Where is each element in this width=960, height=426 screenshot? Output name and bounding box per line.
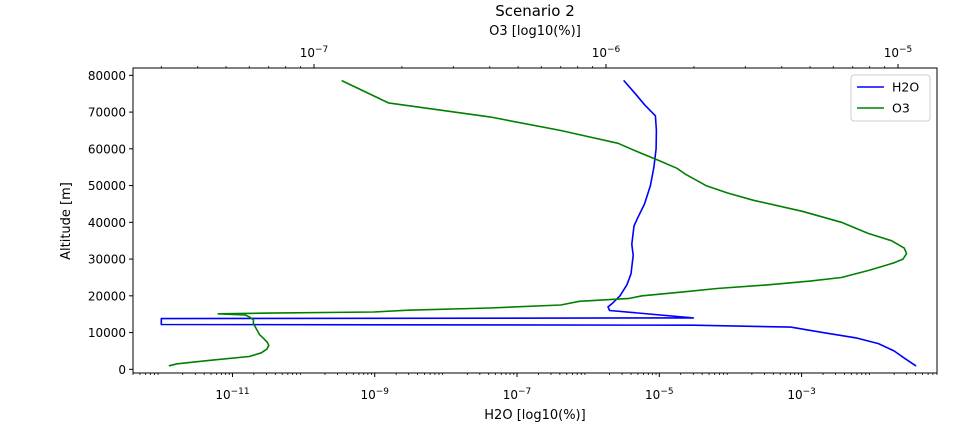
y-tick-label: 0 — [118, 363, 126, 377]
y-tick-label: 30000 — [88, 253, 126, 267]
bottom-x-tick-label: 10−9 — [360, 387, 389, 402]
top-x-tick-label: 10−7 — [300, 45, 329, 60]
y-tick-label: 70000 — [88, 106, 126, 120]
y-tick-label: 10000 — [88, 326, 126, 340]
bottom-x-tick-label: 10−7 — [503, 387, 532, 402]
legend-label-o3: O3 — [892, 101, 910, 116]
legend-label-h2o: H2O — [892, 80, 919, 95]
y-tick-label: 40000 — [88, 216, 126, 230]
top-x-axis-label: O3 [log10(%)] — [489, 24, 581, 39]
series-line-o3 — [168, 80, 908, 367]
bottom-x-tick-label: 10−3 — [787, 387, 816, 402]
y-tick-label: 60000 — [88, 142, 126, 156]
top-x-tick-label: 10−6 — [592, 45, 621, 60]
bottom-x-axis-label: H2O [log10(%)] — [484, 408, 585, 423]
y-tick-label: 50000 — [88, 179, 126, 193]
top-x-tick-label: 10−5 — [884, 45, 913, 60]
legend: H2O O3 — [850, 74, 931, 122]
chart-title: Scenario 2 — [495, 2, 575, 20]
y-tick-label: 80000 — [88, 69, 126, 83]
y-tick-label: 20000 — [88, 289, 126, 303]
y-axis-label: Altitude [m] — [59, 182, 74, 260]
bottom-x-tick-label: 10−11 — [215, 387, 249, 402]
bottom-x-tick-label: 10−5 — [645, 387, 674, 402]
plot-frame — [132, 67, 938, 374]
series-line-h2o — [160, 80, 917, 367]
ticks-layer: 0 10000 20000 30000 40000 50000 60000 70000 8000… — [88, 45, 938, 402]
plot-area — [160, 80, 917, 367]
